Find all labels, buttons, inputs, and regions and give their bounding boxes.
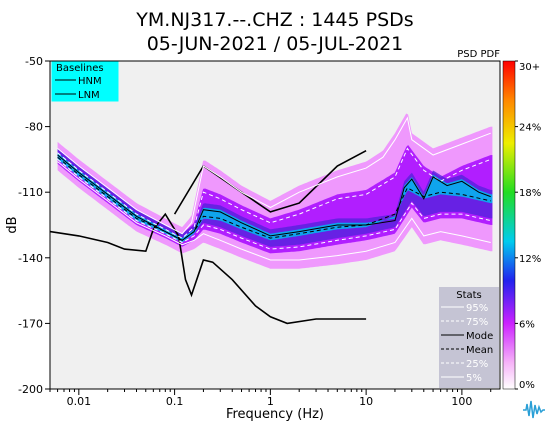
waveform-logo-icon	[521, 396, 547, 422]
colorbar-tick-label: 24%	[519, 123, 541, 134]
x-tick-label: 0.1	[166, 395, 184, 408]
colorbar-tick-label: 6%	[519, 319, 535, 330]
stats-legend-5: 5%	[466, 373, 482, 384]
stats-legend-mode: Mode	[466, 331, 493, 342]
y-tick-label: -140	[18, 252, 43, 265]
series-line-mode	[57, 154, 491, 241]
y-tick-label: -200	[18, 383, 43, 396]
series-line-95-pct	[57, 116, 491, 235]
y-tick-label: -170	[18, 317, 43, 330]
y-tick-label: -110	[18, 186, 43, 199]
plot-frame	[49, 60, 501, 390]
colorbar-tick-label: 0%	[519, 380, 535, 391]
chart-title: YM.NJ317.--.CHZ : 1445 PSDs	[135, 9, 413, 31]
stats-legend-25: 25%	[466, 359, 488, 370]
stats-legend-title: Stats	[456, 290, 482, 301]
x-tick-label: 100	[451, 395, 472, 408]
baselines-legend: Baselines HNM LNM	[51, 61, 119, 102]
series-line-5-pct	[57, 161, 491, 261]
series-line-lnm	[50, 212, 367, 325]
y-tick-label: -80	[25, 121, 43, 134]
colorbar-label: PSD PDF	[457, 49, 500, 60]
x-tick-label: 1	[267, 395, 274, 408]
chart-subtitle: 05-JUN-2021 / 05-JUL-2021	[147, 33, 404, 55]
stats-legend: Stats 95% 75% Mode Mean 25% 5%	[439, 287, 499, 388]
baselines-legend-title: Baselines	[56, 63, 104, 74]
colorbar-tick-label: 12%	[519, 254, 541, 265]
stats-legend-mean: Mean	[466, 345, 493, 356]
stats-legend-95: 95%	[466, 303, 488, 314]
series-line-25-pct	[57, 159, 491, 250]
baselines-legend-hnm: HNM	[78, 76, 102, 87]
colorbar	[502, 60, 516, 390]
colorbar-tick-label: 18%	[519, 188, 541, 199]
x-axis-label: Frequency (Hz)	[226, 407, 324, 422]
series-line-75-pct	[57, 147, 491, 239]
y-tick-label: -50	[25, 55, 43, 68]
series-line-mean	[57, 156, 491, 241]
y-axis-label: dB	[5, 216, 20, 233]
baselines-legend-lnm: LNM	[78, 90, 100, 101]
x-tick-label: 0.01	[67, 395, 92, 408]
x-tick-label: 10	[359, 395, 373, 408]
colorbar-tick-label: 30+	[519, 62, 540, 73]
stats-legend-75: 75%	[466, 317, 488, 328]
